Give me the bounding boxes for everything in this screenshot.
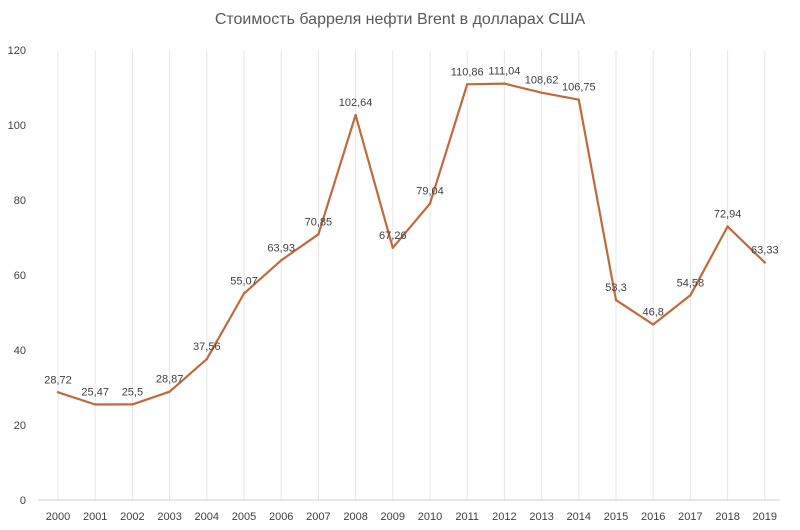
x-tick-label: 2007 xyxy=(306,511,330,523)
data-point xyxy=(280,259,283,262)
data-label: 28,87 xyxy=(156,374,184,386)
data-label: 37,56 xyxy=(193,341,221,353)
x-tick-label: 2016 xyxy=(641,511,665,523)
x-tick-label: 2005 xyxy=(232,511,256,523)
y-tick-label: 120 xyxy=(8,45,26,57)
data-point xyxy=(652,323,655,326)
x-tick-label: 2006 xyxy=(269,511,293,523)
data-point xyxy=(503,82,506,85)
data-point xyxy=(726,225,729,228)
series-layer xyxy=(56,82,766,406)
x-tick-label: 2008 xyxy=(343,511,367,523)
y-tick-label: 100 xyxy=(8,120,26,132)
data-label: 67,26 xyxy=(379,230,407,242)
y-tick-label: 0 xyxy=(20,495,26,507)
data-point xyxy=(466,83,469,86)
x-tick-label: 2000 xyxy=(46,511,70,523)
data-point xyxy=(242,292,246,295)
y-tick-label: 20 xyxy=(14,420,26,432)
x-tick-label: 2011 xyxy=(455,511,479,523)
x-tick-label: 2009 xyxy=(381,511,405,523)
x-tick-label: 2002 xyxy=(120,511,144,523)
data-point xyxy=(391,246,394,249)
y-tick-label: 40 xyxy=(14,345,26,357)
y-axis: 0 20 40 60 80 100 120 xyxy=(8,45,26,507)
data-labels: 28,72 25,47 25,5 28,87 37,56 55,07 63,93 70,85 1… xyxy=(44,66,778,399)
x-tick-label: 2017 xyxy=(678,511,702,523)
series-line xyxy=(56,82,766,406)
data-point xyxy=(540,91,543,94)
data-label: 25,5 xyxy=(122,386,143,398)
data-label: 111,04 xyxy=(488,66,520,78)
data-label: 110,86 xyxy=(451,66,484,78)
data-label: 53,3 xyxy=(605,282,626,294)
data-label: 102,64 xyxy=(339,97,373,109)
data-point xyxy=(763,261,766,264)
data-label: 54,58 xyxy=(677,277,705,289)
data-label: 28,72 xyxy=(44,374,72,386)
grid-lines xyxy=(57,50,766,500)
y-tick-label: 60 xyxy=(14,270,26,282)
x-axis: 2000 2001 2002 2003 2004 2005 2006 2007 2008 2009… xyxy=(38,499,780,523)
data-label: 70,85 xyxy=(305,216,333,228)
data-point xyxy=(614,298,618,302)
data-label: 63,33 xyxy=(751,245,779,257)
x-tick-label: 2019 xyxy=(753,511,777,523)
data-point xyxy=(94,403,97,406)
data-point xyxy=(689,294,692,297)
x-tick-label: 2001 xyxy=(83,511,107,523)
y-tick-label: 80 xyxy=(14,195,26,207)
x-tick-label: 2013 xyxy=(529,511,553,523)
data-point xyxy=(168,390,171,393)
data-label: 63,93 xyxy=(267,242,295,254)
data-label: 106,75 xyxy=(562,82,596,94)
data-point xyxy=(205,357,208,361)
data-point xyxy=(428,202,432,205)
chart-title: Стоимость барреля нефти Brent в долларах… xyxy=(215,11,586,28)
x-tick-label: 2015 xyxy=(604,511,628,523)
data-label: 79,04 xyxy=(416,186,444,198)
data-point xyxy=(354,113,357,117)
data-label: 108,62 xyxy=(525,75,559,87)
data-point xyxy=(56,391,60,394)
x-tick-label: 2014 xyxy=(567,511,591,523)
x-tick-label: 2012 xyxy=(492,511,516,523)
data-point xyxy=(577,98,580,101)
data-point xyxy=(131,403,134,406)
data-label: 25,47 xyxy=(81,386,109,398)
x-tick-label: 2004 xyxy=(195,511,219,523)
x-tick-label: 2003 xyxy=(157,511,181,523)
data-label: 46,8 xyxy=(642,307,663,319)
x-tick-label: 2018 xyxy=(715,511,739,523)
data-label: 72,94 xyxy=(714,208,742,220)
x-tick-label: 2010 xyxy=(418,511,442,523)
data-point xyxy=(317,233,320,236)
data-label: 55,07 xyxy=(230,275,258,287)
